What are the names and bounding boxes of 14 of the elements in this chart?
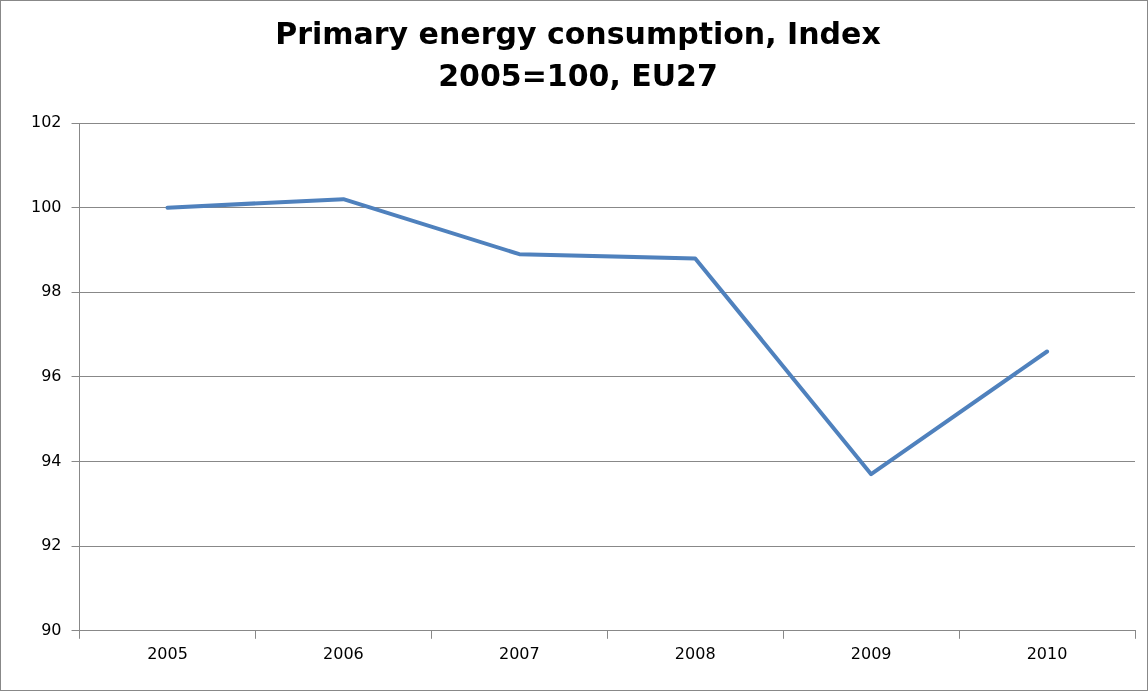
y-tick-label: 92	[41, 535, 62, 555]
x-tick-label: 2006	[323, 643, 364, 663]
y-tick-label: 94	[41, 450, 62, 470]
y-tick-label: 102	[30, 112, 62, 132]
y-tick-label: 96	[41, 366, 62, 386]
y-tick-label: 100	[30, 196, 62, 216]
x-tick-label: 2007	[498, 643, 540, 663]
y-tick-label: 90	[41, 619, 62, 639]
chart-title: Primary energy consumption, Index 2005=100, EU27	[275, 15, 881, 93]
x-tick-label: 2009	[850, 643, 892, 663]
x-tick-label: 2010	[1026, 643, 1068, 663]
x-tick-label: 2008	[674, 643, 716, 663]
y-tick-label: 98	[41, 281, 62, 301]
x-tick-label: 2005	[147, 643, 188, 663]
